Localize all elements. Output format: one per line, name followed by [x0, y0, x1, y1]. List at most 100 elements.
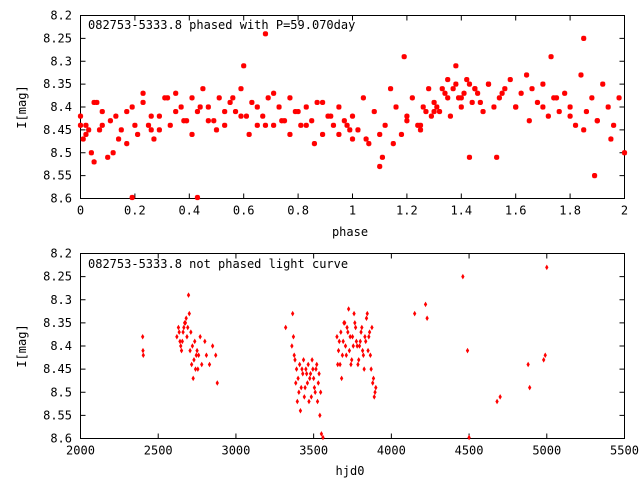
data-point	[371, 108, 377, 115]
y-tick-label: 8.45	[43, 123, 72, 137]
x-axis-label: phase	[332, 225, 368, 239]
data-point	[543, 352, 547, 359]
y-tick-label: 8.6	[50, 432, 72, 446]
data-point	[291, 333, 296, 340]
data-point	[499, 90, 505, 96]
data-point	[341, 118, 347, 124]
data-point	[156, 127, 162, 133]
data-point	[450, 86, 456, 92]
x-tick-label: 3500	[299, 444, 328, 458]
data-point	[173, 90, 179, 96]
y-tick-label: 8.5	[50, 385, 72, 399]
data-point	[360, 95, 366, 101]
data-point	[91, 99, 97, 106]
data-point	[230, 95, 236, 101]
data-point	[262, 31, 269, 37]
data-point	[480, 108, 486, 115]
data-point	[99, 108, 105, 115]
data-point	[553, 95, 560, 101]
data-point	[581, 127, 587, 133]
data-point	[417, 127, 424, 133]
data-point	[540, 81, 546, 87]
data-point	[77, 113, 84, 119]
data-point	[175, 333, 179, 340]
data-point	[578, 72, 584, 78]
data-point	[401, 54, 407, 60]
data-point	[189, 131, 195, 138]
data-point	[356, 361, 360, 368]
data-point	[203, 338, 207, 345]
data-point	[265, 95, 271, 101]
data-point	[600, 81, 606, 87]
data-point	[330, 122, 337, 128]
data-point	[342, 320, 346, 326]
data-point	[180, 338, 184, 345]
data-point	[366, 347, 370, 354]
data-point	[141, 333, 145, 340]
data-point	[186, 324, 190, 331]
x-tick-label: 2000	[66, 444, 95, 458]
data-point	[321, 434, 325, 441]
data-point	[358, 338, 362, 345]
data-point	[439, 86, 445, 92]
data-point	[294, 366, 299, 372]
phased-light-curve-plot: 0 0.2 0.4 0.6 0.8 1 1.2 1.4 1.6 1.8 2 8.2 8.25 8.3 8.3…	[15, 9, 628, 240]
data-point	[207, 361, 212, 368]
data-point	[387, 86, 394, 92]
data-point	[382, 122, 388, 128]
data-point	[502, 86, 508, 92]
data-point	[528, 384, 532, 391]
data-point	[507, 76, 513, 83]
data-point	[113, 113, 119, 119]
y-tick-label: 8.25	[43, 31, 72, 45]
data-point	[368, 352, 373, 359]
data-point	[367, 333, 371, 340]
data-point	[346, 329, 350, 335]
data-point	[364, 338, 368, 345]
data-point	[589, 95, 595, 101]
data-point	[357, 357, 361, 363]
data-point	[534, 99, 541, 106]
data-point	[491, 104, 497, 110]
data-point	[318, 412, 322, 419]
data-point	[377, 163, 383, 170]
data-point	[183, 118, 190, 124]
y-tick-label: 8.55	[43, 408, 72, 422]
data-point	[303, 384, 307, 391]
data-point	[616, 95, 622, 101]
data-point	[404, 113, 410, 119]
y-tick-label: 8.6	[50, 192, 72, 206]
data-point	[315, 398, 320, 405]
data-point	[572, 122, 579, 128]
data-point	[313, 389, 317, 396]
data-point	[189, 95, 195, 101]
data-point	[469, 99, 475, 106]
chart-title: 082753-5333.8 phased with P=59.070day	[88, 18, 355, 32]
data-point	[179, 347, 184, 354]
data-point	[145, 122, 152, 128]
data-point	[494, 154, 500, 160]
data-point	[340, 352, 345, 359]
x-tick-label: 0.2	[124, 204, 146, 218]
data-point	[200, 86, 206, 92]
x-tick-label: 1.8	[559, 204, 581, 218]
data-point	[129, 194, 135, 201]
data-point	[287, 131, 293, 138]
data-point	[415, 122, 421, 128]
data-point	[283, 324, 288, 331]
data-points	[77, 31, 628, 201]
data-point	[336, 361, 340, 368]
data-point	[445, 76, 451, 83]
data-point	[545, 264, 549, 271]
y-tick-label: 8.55	[43, 169, 72, 183]
data-point	[442, 90, 448, 96]
data-point	[306, 361, 310, 368]
data-point	[182, 324, 186, 331]
data-point	[194, 108, 201, 115]
data-point	[307, 398, 311, 405]
data-point	[140, 99, 146, 106]
data-point	[431, 99, 437, 106]
x-tick-label: 2500	[144, 444, 173, 458]
data-point	[523, 72, 530, 78]
